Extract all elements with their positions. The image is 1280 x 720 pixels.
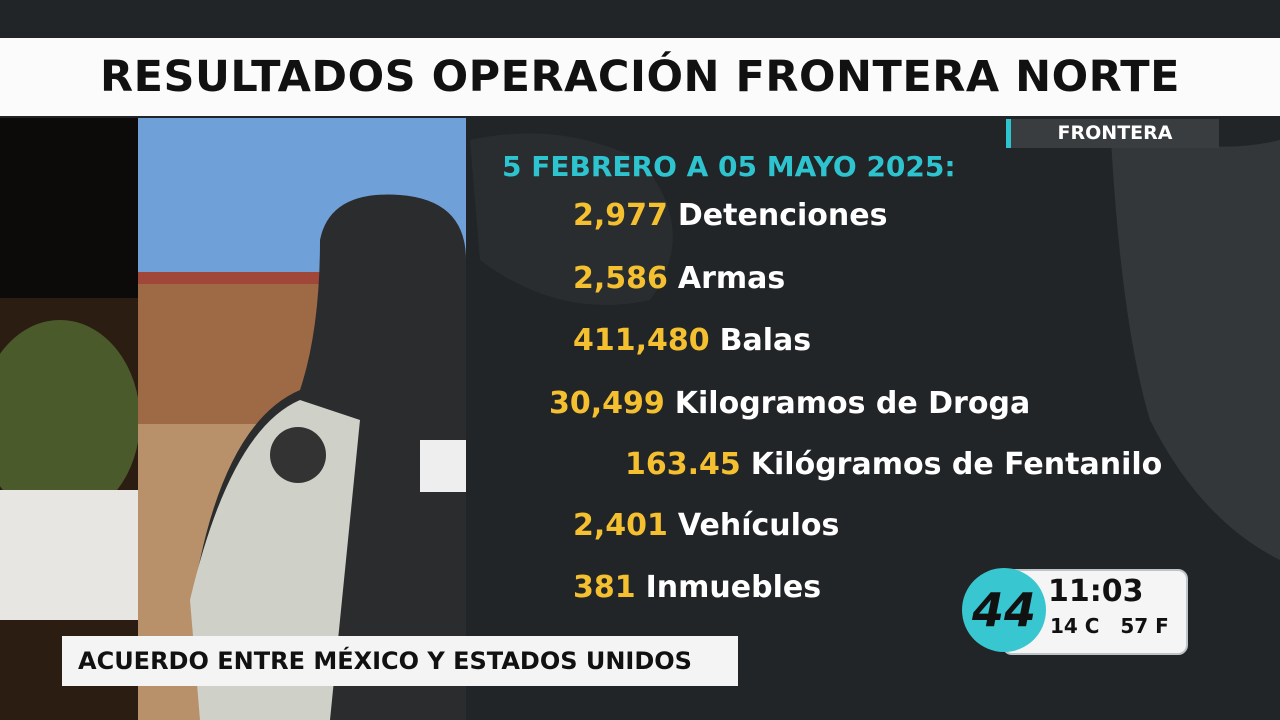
item-number: 411,480 (573, 323, 710, 358)
period: 5 FEBRERO A 05 MAYO 2025: (502, 150, 956, 183)
item: 2,977 Detenciones (573, 198, 887, 233)
item-number: 2,977 (573, 198, 668, 233)
temperature: 14 C 57 F (1050, 614, 1169, 638)
temp-c: 14 C (1050, 614, 1100, 638)
temp-f: 57 F (1120, 614, 1169, 638)
item: 381 Inmuebles (573, 570, 821, 605)
item: 2,586 Armas (573, 261, 785, 296)
item-label: Balas (719, 323, 812, 358)
channel-logo: 44 (962, 568, 1046, 652)
item-label: Detenciones (677, 198, 888, 233)
time: 11:03 (1048, 574, 1144, 609)
section-tag: FRONTERA (1006, 119, 1219, 148)
item-number: 163.45 (625, 447, 741, 482)
item-label: Vehículos (677, 508, 840, 543)
item-label: Inmuebles (645, 570, 822, 605)
item-label: Armas (677, 261, 786, 296)
item: 2,401 Vehículos (573, 508, 839, 543)
title: RESULTADOS OPERACIÓN FRONTERA NORTE (0, 38, 1280, 116)
item-number: 2,586 (573, 261, 668, 296)
item-number: 2,401 (573, 508, 668, 543)
item: 411,480 Balas (573, 323, 811, 358)
item: 163.45 Kilógramos de Fentanilo (625, 447, 1162, 482)
item-number: 30,499 (549, 386, 665, 421)
item-number: 381 (573, 570, 636, 605)
item: 30,499 Kilogramos de Droga (549, 386, 1030, 421)
item-label: Kilógramos de Fentanilo (750, 447, 1163, 482)
lower-third: ACUERDO ENTRE MÉXICO Y ESTADOS UNIDOS (62, 636, 738, 686)
item-label: Kilogramos de Droga (674, 386, 1031, 421)
